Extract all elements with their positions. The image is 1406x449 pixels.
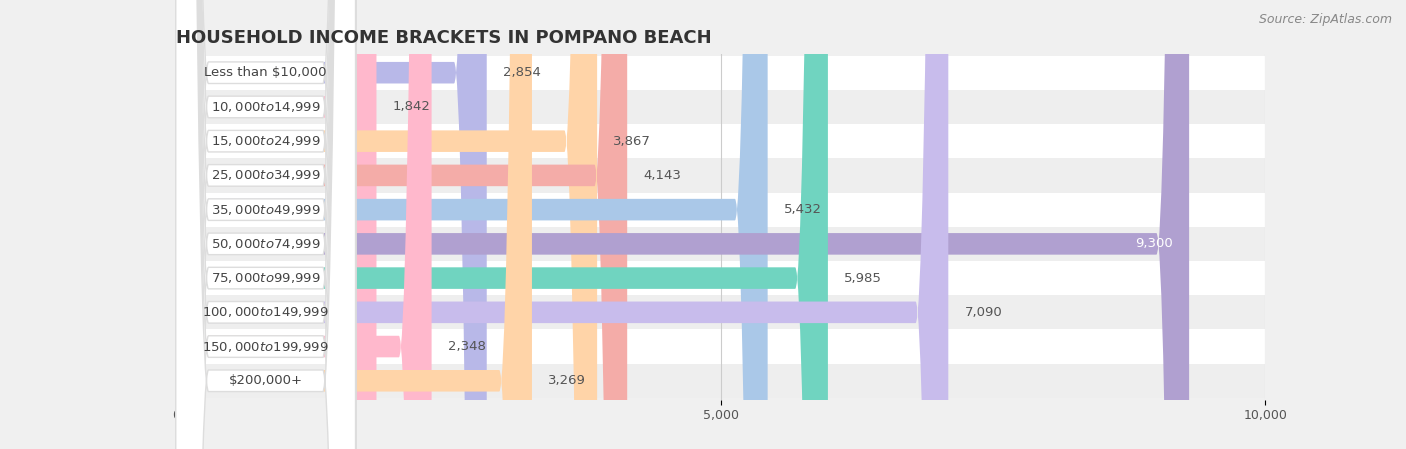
FancyBboxPatch shape xyxy=(176,0,356,449)
FancyBboxPatch shape xyxy=(176,364,1265,398)
Text: $200,000+: $200,000+ xyxy=(229,374,302,387)
Text: $150,000 to $199,999: $150,000 to $199,999 xyxy=(202,339,329,353)
FancyBboxPatch shape xyxy=(176,158,1265,193)
Text: 2,854: 2,854 xyxy=(503,66,541,79)
Text: 2,348: 2,348 xyxy=(449,340,486,353)
Text: 5,985: 5,985 xyxy=(844,272,882,285)
FancyBboxPatch shape xyxy=(176,330,1265,364)
FancyBboxPatch shape xyxy=(176,0,356,449)
FancyBboxPatch shape xyxy=(176,0,531,449)
FancyBboxPatch shape xyxy=(176,0,627,449)
FancyBboxPatch shape xyxy=(176,0,948,449)
FancyBboxPatch shape xyxy=(176,0,356,449)
FancyBboxPatch shape xyxy=(176,0,356,449)
Text: 1,842: 1,842 xyxy=(392,101,430,114)
Text: 7,090: 7,090 xyxy=(965,306,1002,319)
FancyBboxPatch shape xyxy=(176,0,356,449)
Text: 9,300: 9,300 xyxy=(1135,238,1173,251)
FancyBboxPatch shape xyxy=(176,261,1265,295)
Text: $100,000 to $149,999: $100,000 to $149,999 xyxy=(202,305,329,319)
Text: $50,000 to $74,999: $50,000 to $74,999 xyxy=(211,237,321,251)
FancyBboxPatch shape xyxy=(176,0,356,449)
FancyBboxPatch shape xyxy=(176,0,486,449)
FancyBboxPatch shape xyxy=(176,295,1265,330)
Text: $75,000 to $99,999: $75,000 to $99,999 xyxy=(211,271,321,285)
FancyBboxPatch shape xyxy=(176,56,1265,90)
Text: $25,000 to $34,999: $25,000 to $34,999 xyxy=(211,168,321,182)
Text: 3,867: 3,867 xyxy=(613,135,651,148)
Text: 3,269: 3,269 xyxy=(548,374,586,387)
FancyBboxPatch shape xyxy=(176,0,828,449)
FancyBboxPatch shape xyxy=(176,0,598,449)
Text: Source: ZipAtlas.com: Source: ZipAtlas.com xyxy=(1258,13,1392,26)
Text: $35,000 to $49,999: $35,000 to $49,999 xyxy=(211,202,321,216)
FancyBboxPatch shape xyxy=(176,193,1265,227)
FancyBboxPatch shape xyxy=(176,124,1265,158)
FancyBboxPatch shape xyxy=(176,227,1265,261)
Text: 4,143: 4,143 xyxy=(644,169,682,182)
FancyBboxPatch shape xyxy=(176,0,356,449)
Text: HOUSEHOLD INCOME BRACKETS IN POMPANO BEACH: HOUSEHOLD INCOME BRACKETS IN POMPANO BEA… xyxy=(176,29,711,47)
FancyBboxPatch shape xyxy=(176,90,1265,124)
FancyBboxPatch shape xyxy=(176,0,768,449)
Text: 5,432: 5,432 xyxy=(785,203,823,216)
Text: Less than $10,000: Less than $10,000 xyxy=(204,66,328,79)
FancyBboxPatch shape xyxy=(176,0,356,449)
Text: $10,000 to $14,999: $10,000 to $14,999 xyxy=(211,100,321,114)
FancyBboxPatch shape xyxy=(176,0,377,449)
FancyBboxPatch shape xyxy=(176,0,356,449)
FancyBboxPatch shape xyxy=(176,0,1189,449)
FancyBboxPatch shape xyxy=(176,0,356,449)
FancyBboxPatch shape xyxy=(176,0,432,449)
Text: $15,000 to $24,999: $15,000 to $24,999 xyxy=(211,134,321,148)
